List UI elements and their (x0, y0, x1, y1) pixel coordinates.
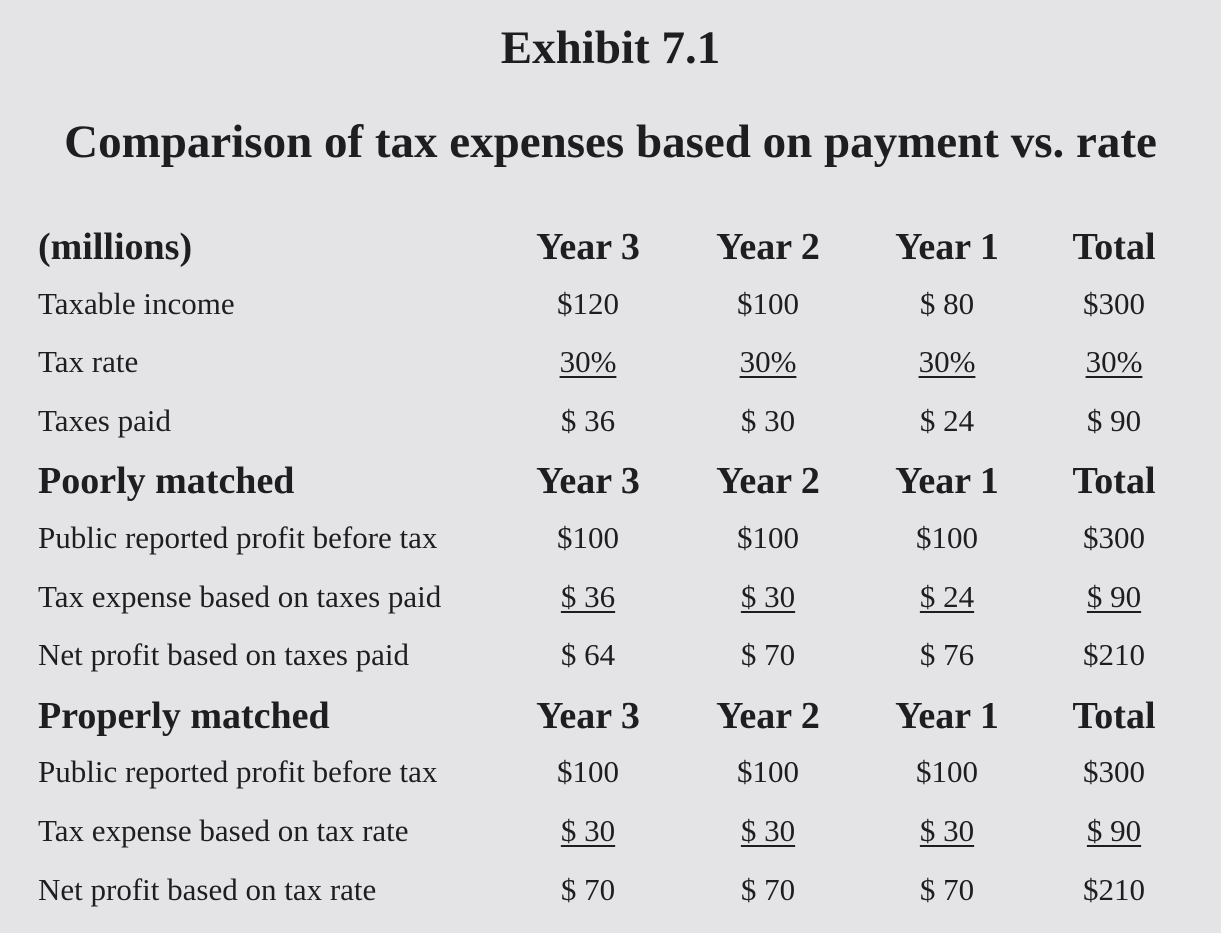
column-header-total: Total (1072, 694, 1156, 737)
cell-year-1: 30% (867, 333, 1027, 392)
cell-year-1: $ 24 (919, 402, 975, 438)
column-header-year-2: Year 2 (716, 460, 820, 503)
cell-year-3: $120 (557, 285, 619, 321)
exhibit-subtitle: Comparison of tax expenses based on paym… (64, 116, 1157, 168)
cell-year-3: $ 64 (560, 637, 616, 673)
cell-year-1: $ 76 (919, 637, 975, 673)
cell-value: $ 30 (560, 812, 616, 848)
cell-year-2: 30% (688, 333, 848, 392)
row-label: Public reported profit before tax (38, 519, 438, 555)
section-header-label: (millions) (38, 226, 193, 268)
cell-value: 30% (918, 344, 976, 380)
section-header-millions: (millions) Year 3 Year 2 Year 1 Total (38, 216, 1188, 275)
section-header-label: Properly matched (38, 694, 330, 737)
cell-total: $210 (1083, 871, 1145, 907)
cell-value: 30% (559, 344, 617, 380)
column-header-year-2: Year 2 (716, 694, 820, 737)
table-row: Tax expense based on tax rate $ 30 $ 30 … (38, 802, 1188, 861)
cell-value: $ 30 (919, 812, 975, 848)
cell-year-2: $100 (737, 519, 799, 555)
column-header-year-2: Year 2 (716, 226, 820, 268)
row-label: Taxes paid (38, 402, 171, 438)
cell-year-2: $ 70 (740, 871, 796, 907)
exhibit-title: Exhibit 7.1 (500, 22, 721, 74)
row-label: Taxable income (38, 285, 235, 321)
comparison-table: (millions) Year 3 Year 2 Year 1 Total Ta… (38, 216, 1188, 919)
column-header-total: Total (1072, 460, 1156, 503)
table-row: Tax expense based on taxes paid $ 36 $ 3… (38, 568, 1188, 627)
cell-total: $300 (1083, 754, 1145, 790)
table-row: Public reported profit before tax $100 $… (38, 743, 1188, 802)
column-header-year-3: Year 3 (536, 460, 640, 503)
cell-total: $300 (1083, 285, 1145, 321)
column-header-year-1: Year 1 (895, 460, 999, 503)
cell-total: $ 90 (1034, 568, 1194, 627)
table-row: Taxable income $120 $100 $ 80 $300 (38, 275, 1188, 334)
cell-value: 30% (1085, 344, 1143, 380)
table-row: Public reported profit before tax $100 $… (38, 509, 1188, 568)
column-header-total: Total (1072, 226, 1156, 268)
cell-value: $ 24 (919, 578, 975, 614)
table-row: Tax rate 30% 30% 30% 30% (38, 333, 1188, 392)
cell-value: $ 30 (740, 812, 796, 848)
cell-year-2: $100 (737, 285, 799, 321)
cell-value: $ 36 (560, 578, 616, 614)
cell-year-3: $100 (557, 519, 619, 555)
cell-year-2: $100 (737, 754, 799, 790)
cell-year-3: 30% (508, 333, 668, 392)
cell-value: $ 90 (1086, 578, 1142, 614)
cell-year-2: $ 30 (740, 402, 796, 438)
row-label: Net profit based on taxes paid (38, 637, 410, 673)
cell-year-1: $ 70 (919, 871, 975, 907)
cell-year-1: $100 (916, 754, 978, 790)
cell-year-2: $ 70 (740, 637, 796, 673)
row-label: Public reported profit before tax (38, 754, 438, 790)
cell-total: $210 (1083, 637, 1145, 673)
column-header-year-3: Year 3 (536, 694, 640, 737)
cell-year-3: $ 70 (560, 871, 616, 907)
section-header-poorly-matched: Poorly matched Year 3 Year 2 Year 1 Tota… (38, 450, 1188, 509)
cell-year-2: $ 30 (688, 568, 848, 627)
cell-total: $300 (1083, 519, 1145, 555)
row-label: Tax expense based on tax rate (38, 812, 409, 848)
cell-total: $ 90 (1086, 402, 1142, 438)
section-header-properly-matched: Properly matched Year 3 Year 2 Year 1 To… (38, 685, 1188, 744)
row-label: Tax rate (38, 344, 139, 380)
cell-total: 30% (1034, 333, 1194, 392)
column-header-year-1: Year 1 (895, 226, 999, 268)
cell-year-1: $ 80 (919, 285, 975, 321)
cell-value: $ 30 (740, 578, 796, 614)
row-label: Net profit based on tax rate (38, 871, 377, 907)
cell-year-1: $100 (916, 519, 978, 555)
section-header-label: Poorly matched (38, 460, 295, 503)
row-label: Tax expense based on taxes paid (38, 578, 442, 614)
cell-year-3: $ 36 (560, 402, 616, 438)
cell-total: $ 90 (1034, 802, 1194, 861)
cell-value: $ 90 (1086, 812, 1142, 848)
table-row: Net profit based on tax rate $ 70 $ 70 $… (38, 861, 1188, 920)
cell-year-1: $ 30 (867, 802, 1027, 861)
cell-year-3: $ 30 (508, 802, 668, 861)
cell-year-1: $ 24 (867, 568, 1027, 627)
cell-year-3: $100 (557, 754, 619, 790)
column-header-year-1: Year 1 (895, 694, 999, 737)
table-row: Taxes paid $ 36 $ 30 $ 24 $ 90 (38, 392, 1188, 451)
cell-year-3: $ 36 (508, 568, 668, 627)
cell-value: 30% (739, 344, 797, 380)
table-row: Net profit based on taxes paid $ 64 $ 70… (38, 626, 1188, 685)
cell-year-2: $ 30 (688, 802, 848, 861)
column-header-year-3: Year 3 (536, 226, 640, 268)
